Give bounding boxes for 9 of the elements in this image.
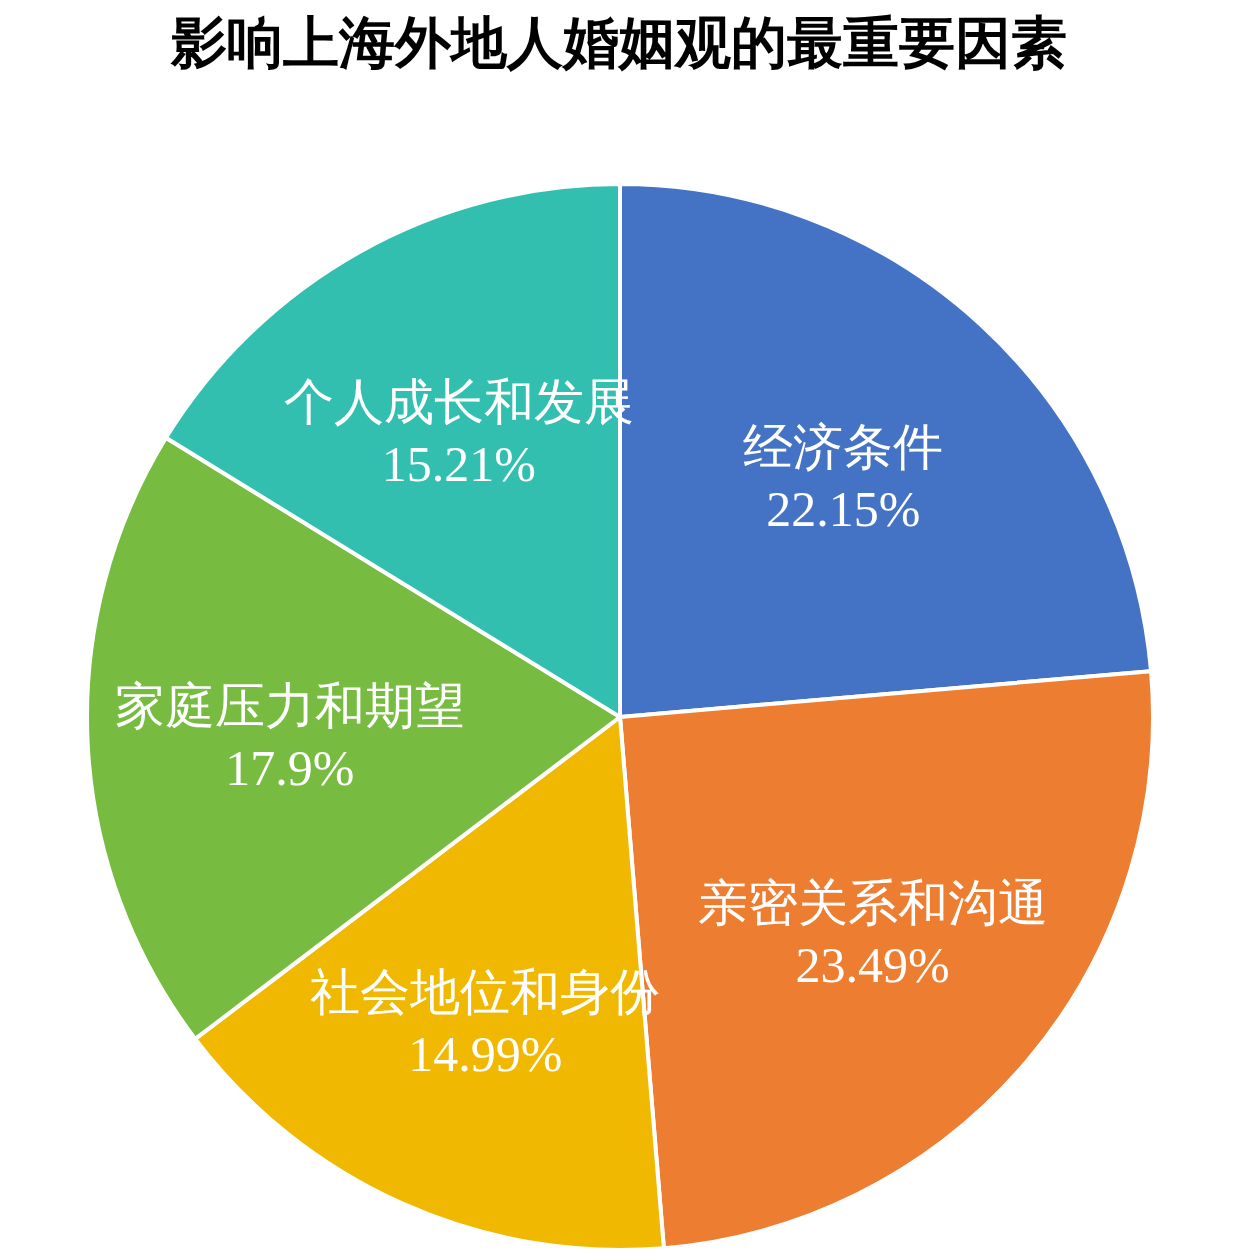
- chart-title: 影响上海外地人婚姻观的最重要因素: [170, 12, 1067, 74]
- data-label: 15.21%: [381, 435, 536, 492]
- slice-label: 亲密关系和沟通: [697, 875, 1048, 932]
- data-label: 17.9%: [225, 740, 355, 797]
- data-label: 23.49%: [795, 937, 950, 994]
- data-label: 22.15%: [766, 480, 921, 537]
- slice-label: 经济条件: [743, 418, 944, 475]
- data-label: 14.99%: [408, 1025, 563, 1082]
- slice-label: 家庭压力和期望: [114, 678, 465, 735]
